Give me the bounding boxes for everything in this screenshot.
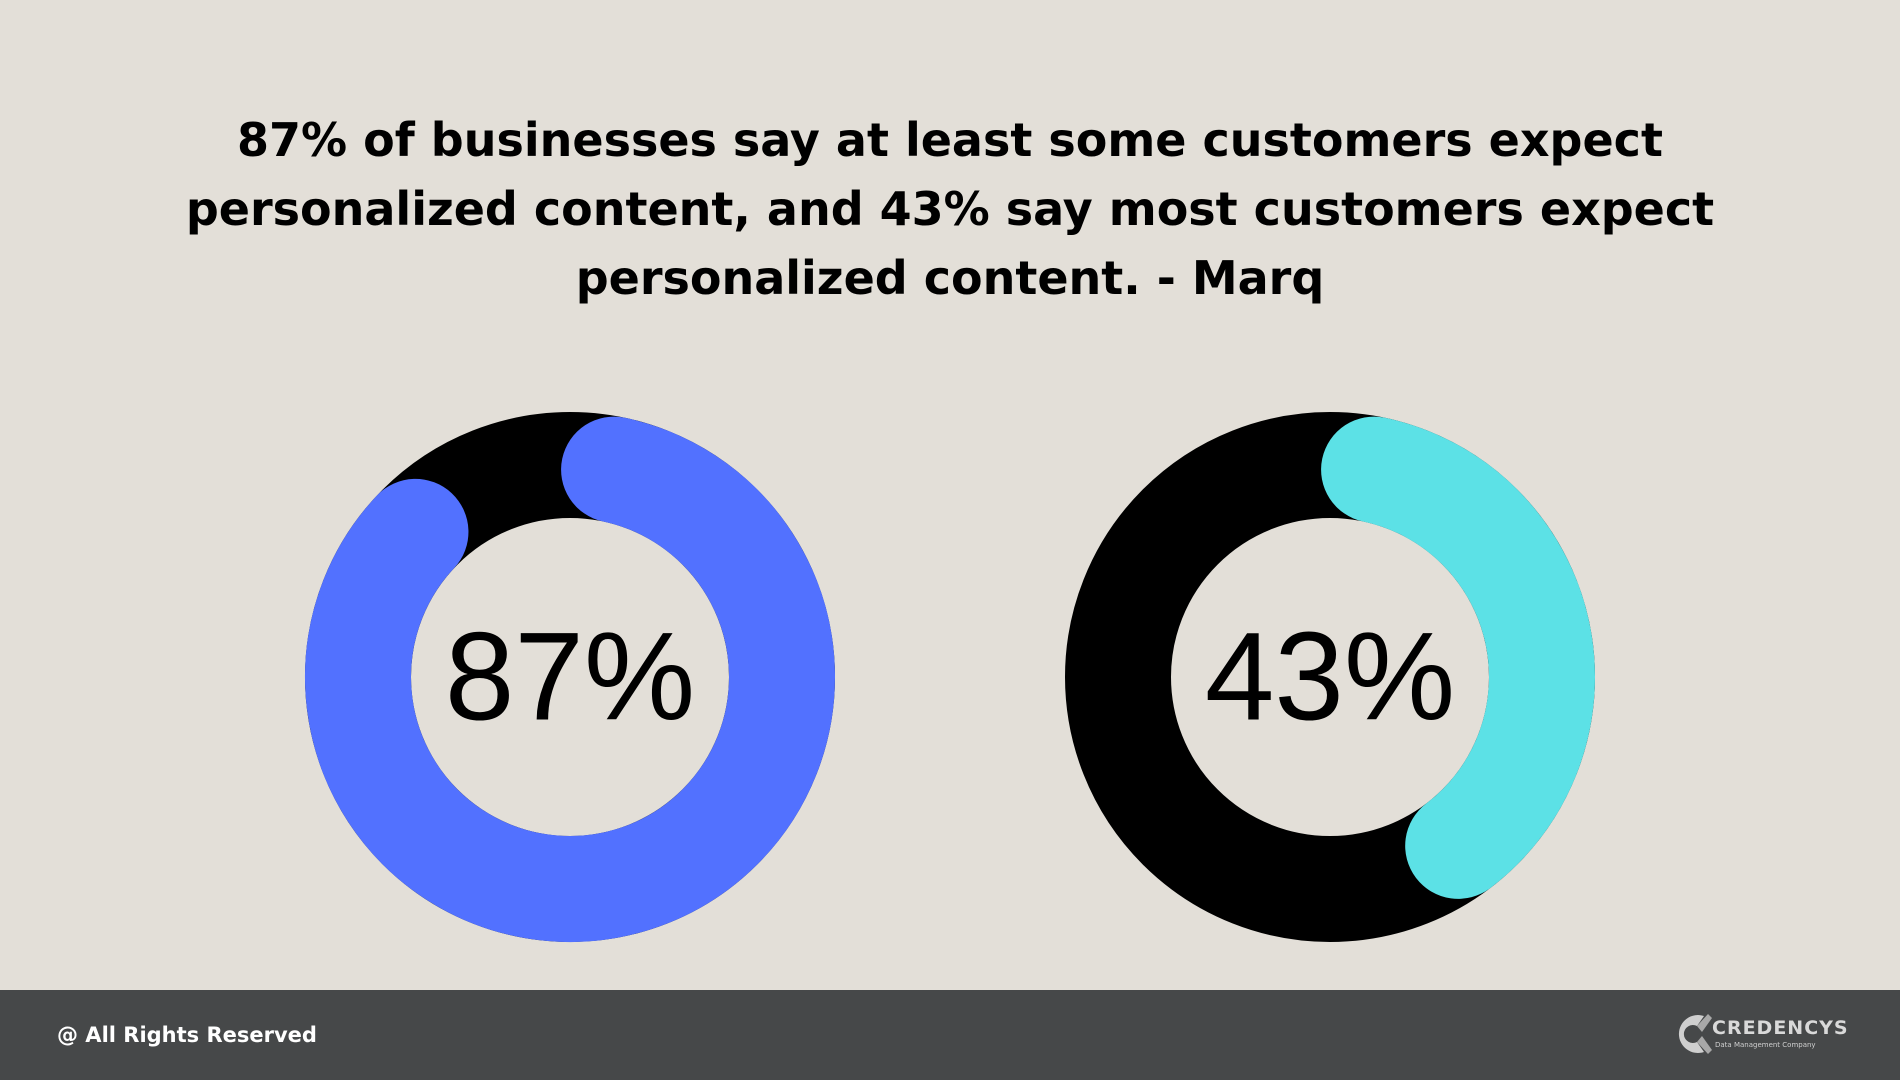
donut-chart-2: 43% — [1065, 412, 1595, 942]
donut-charts: 87% 43% — [305, 412, 1595, 942]
copyright-text: @ All Rights Reserved — [57, 1023, 317, 1047]
headline-line-1: 87% of businesses say at least some cust… — [237, 113, 1663, 167]
donut-2-percent-label: 43% — [1205, 608, 1455, 747]
brand-tagline: Data Management Company — [1715, 1041, 1816, 1049]
headline-line-3: personalized content. - Marq — [575, 251, 1325, 305]
headline: 87% of businesses say at least some cust… — [150, 106, 1750, 313]
footer-bar: @ All Rights Reserved CREDENCYS Data Man… — [0, 990, 1900, 1080]
brand-logo: CREDENCYS Data Management Company — [1675, 1010, 1848, 1060]
brand-name: CREDENCYS — [1712, 1017, 1849, 1039]
headline-line-2: personalized content, and 43% say most c… — [185, 182, 1715, 236]
credencys-logo-icon — [1678, 1014, 1712, 1054]
donut-1-percent-label: 87% — [445, 608, 695, 747]
donut-chart-1: 87% — [305, 412, 835, 942]
donut-2-value-arc — [1321, 416, 1595, 899]
donut-1-value-arc — [305, 416, 835, 942]
